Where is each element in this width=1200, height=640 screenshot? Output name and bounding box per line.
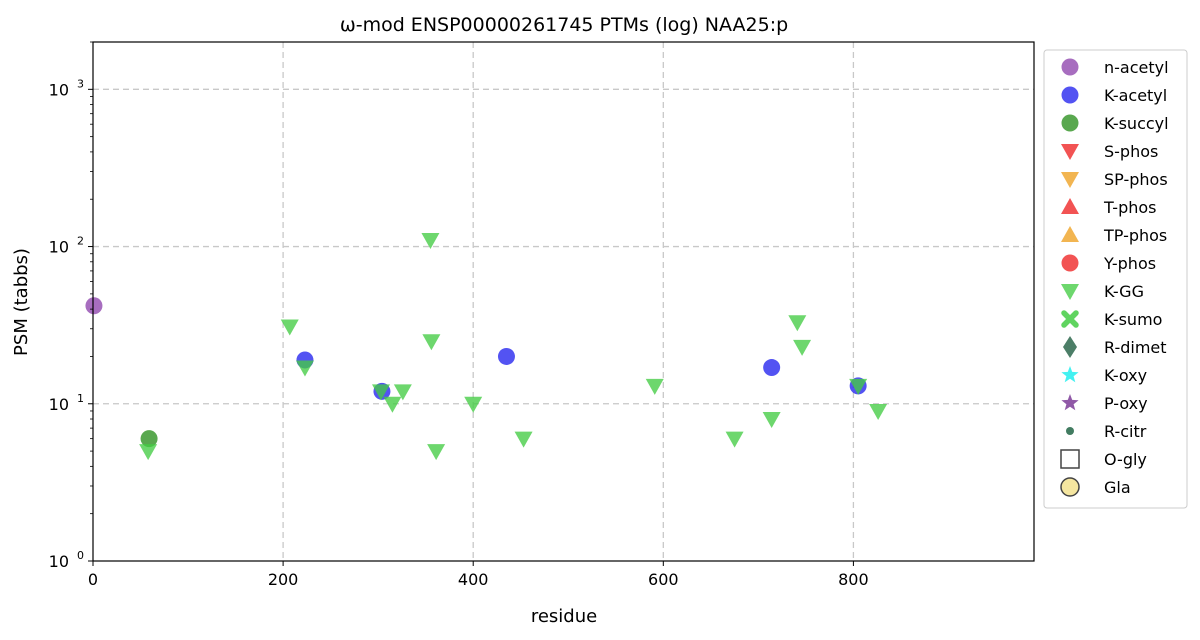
x-tick-label: 600 <box>648 570 679 589</box>
legend-label: K-oxy <box>1104 366 1147 385</box>
legend-label: SP-phos <box>1104 170 1168 189</box>
y-tick-label: 10 <box>49 238 69 257</box>
y-tick-label: 10 <box>49 395 69 414</box>
legend-marker-n-acetyl <box>1061 58 1079 76</box>
legend-label: K-GG <box>1104 282 1144 301</box>
legend-marker-gla <box>1060 477 1080 497</box>
legend-label: K-acetyl <box>1104 86 1167 105</box>
legend-marker-k-oxy <box>1061 366 1079 383</box>
grid-lines <box>93 42 1034 561</box>
x-tick-label: 200 <box>268 570 299 589</box>
legend-marker-t-phos <box>1061 198 1079 214</box>
y-axis-ticks: 10 0 10 1 10 2 10 3 <box>49 41 93 571</box>
data-point-k-gg <box>793 339 812 356</box>
legend-label: Gla <box>1104 478 1131 497</box>
y-tick-exponent: 3 <box>77 77 84 90</box>
legend-label: S-phos <box>1104 142 1158 161</box>
legend-label: TP-phos <box>1103 226 1167 245</box>
x-axis-label: residue <box>531 606 597 627</box>
legend-marker-k-acetyl <box>1061 86 1079 104</box>
legend-label: K-sumo <box>1104 310 1162 329</box>
data-point-k-gg <box>139 444 158 461</box>
legend-label: n-acetyl <box>1104 58 1169 77</box>
x-tick-label: 400 <box>458 570 489 589</box>
data-points <box>85 233 888 461</box>
y-tick-label: 10 <box>49 80 69 99</box>
y-tick-label: 10 <box>49 552 69 571</box>
data-point-k-gg <box>393 384 412 401</box>
y-tick-exponent: 0 <box>77 549 84 562</box>
data-point-k-gg <box>514 431 533 448</box>
legend-marker-tp-phos <box>1061 226 1079 242</box>
legend: n-acetyl K-acetyl K-succyl S-phos SP-phos T-p… <box>1043 49 1188 509</box>
legend-marker-s-phos <box>1061 144 1079 160</box>
legend-marker-y-phos <box>1061 254 1079 272</box>
data-point-k-gg <box>295 360 314 377</box>
legend-marker-r-citr <box>1066 427 1074 435</box>
data-point-k-gg <box>788 315 807 332</box>
data-point-k-gg <box>280 319 299 336</box>
y-axis-label: PSM (tabbs) <box>11 248 32 356</box>
y-tick-exponent: 2 <box>77 235 84 248</box>
legend-frame <box>1043 49 1188 509</box>
data-point-k-gg <box>421 233 440 250</box>
legend-label: R-dimet <box>1104 338 1167 357</box>
data-point-k-gg <box>464 396 483 413</box>
legend-marker-sp-phos <box>1061 172 1079 188</box>
legend-label: T-phos <box>1103 198 1157 217</box>
legend-label: P-oxy <box>1104 394 1148 413</box>
legend-marker-k-succyl <box>1061 114 1079 132</box>
data-point-k-gg <box>849 378 868 395</box>
chart-title: ω-mod ENSP00000261745 PTMs (log) NAA25:p <box>340 14 788 36</box>
data-point-k-gg <box>372 384 391 401</box>
data-point-k-gg <box>869 403 888 420</box>
data-point-k-gg <box>383 396 402 413</box>
legend-label: Y-phos <box>1103 254 1156 273</box>
legend-marker-k-sumo <box>1061 310 1079 328</box>
data-point-k-gg <box>725 431 744 448</box>
legend-label: K-succyl <box>1104 114 1169 133</box>
y-tick-exponent: 1 <box>77 392 84 405</box>
data-point-k-acetyl <box>763 359 781 377</box>
data-point-n-acetyl <box>85 297 103 315</box>
x-tick-label: 0 <box>88 570 98 589</box>
legend-marker-r-dimet <box>1063 336 1077 358</box>
x-tick-label: 800 <box>838 570 869 589</box>
data-point-k-gg <box>427 444 446 461</box>
data-point-k-gg <box>422 334 441 351</box>
legend-label: O-gly <box>1104 450 1147 469</box>
x-axis-ticks: 0 200 400 600 800 <box>88 561 869 589</box>
data-point-k-gg <box>762 412 781 429</box>
data-point-k-acetyl <box>497 347 515 365</box>
plot-frame <box>92 41 1035 562</box>
legend-marker-o-gly <box>1060 449 1080 469</box>
legend-marker-k-gg <box>1061 284 1079 300</box>
legend-label: R-citr <box>1104 422 1147 441</box>
data-point-k-gg <box>645 378 664 395</box>
data-point-k-succyl <box>140 430 158 448</box>
legend-marker-p-oxy <box>1061 394 1079 411</box>
